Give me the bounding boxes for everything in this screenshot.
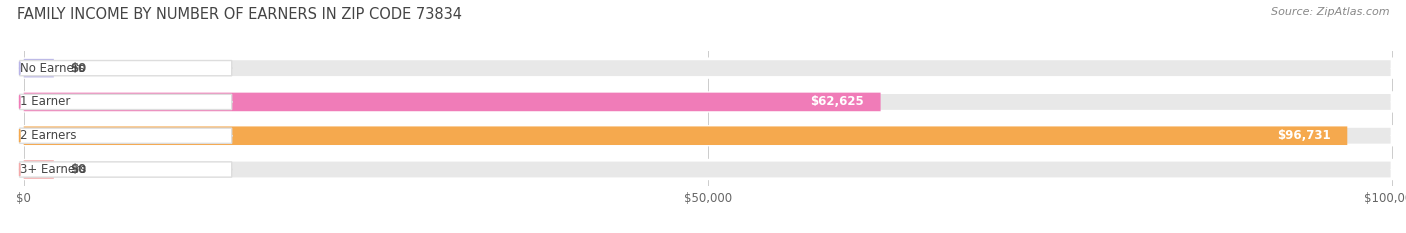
Text: 1 Earner: 1 Earner: [20, 96, 70, 108]
Text: $0: $0: [70, 163, 87, 176]
FancyBboxPatch shape: [24, 93, 1392, 111]
FancyBboxPatch shape: [24, 160, 53, 179]
FancyBboxPatch shape: [20, 94, 232, 110]
Text: $96,731: $96,731: [1277, 129, 1331, 142]
FancyBboxPatch shape: [24, 59, 1392, 77]
Text: $62,625: $62,625: [810, 96, 865, 108]
Text: $0: $0: [70, 62, 87, 75]
FancyBboxPatch shape: [20, 128, 232, 143]
FancyBboxPatch shape: [24, 93, 880, 111]
FancyBboxPatch shape: [24, 127, 1392, 145]
FancyBboxPatch shape: [24, 127, 1347, 145]
FancyBboxPatch shape: [24, 59, 53, 77]
FancyBboxPatch shape: [24, 160, 1392, 179]
FancyBboxPatch shape: [20, 61, 232, 76]
Text: 3+ Earners: 3+ Earners: [20, 163, 86, 176]
Text: Source: ZipAtlas.com: Source: ZipAtlas.com: [1271, 7, 1389, 17]
Text: No Earners: No Earners: [20, 62, 84, 75]
FancyBboxPatch shape: [20, 162, 232, 177]
Text: FAMILY INCOME BY NUMBER OF EARNERS IN ZIP CODE 73834: FAMILY INCOME BY NUMBER OF EARNERS IN ZI…: [17, 7, 463, 22]
Text: 2 Earners: 2 Earners: [20, 129, 76, 142]
